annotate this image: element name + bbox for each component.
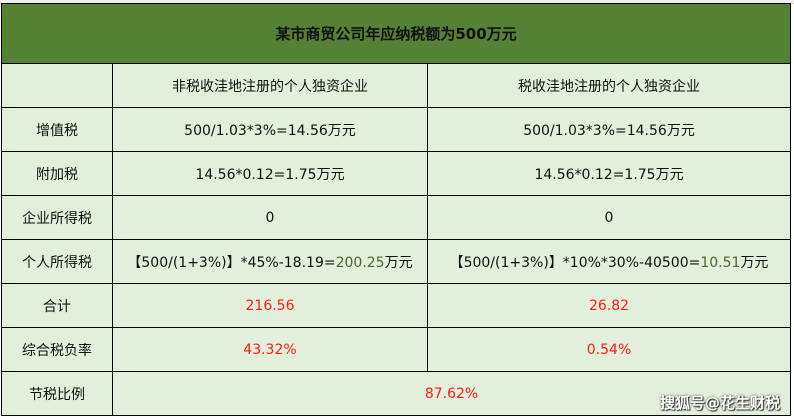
cell: 14.56*0.12=1.75万元 [426,151,792,196]
formula: 【500/(1+3%)】*45%-18.19= [127,254,336,271]
cell: 43.32% [112,327,428,372]
cell: 0.54% [426,327,792,372]
table-row: 个人所得税 【500/(1+3%)】*45%-18.19=200.25万元 【5… [1,239,792,284]
row-label: 个人所得税 [1,239,113,284]
cell: 500/1.03*3%=14.56万元 [112,107,428,152]
header-blank [1,63,113,108]
row-label: 合计 [1,283,113,328]
cell: 26.82 [426,283,792,328]
cell: 500/1.03*3%=14.56万元 [426,107,792,152]
unit: 万元 [740,254,769,271]
cell: 87.62% [111,371,792,416]
header-row: 非税收洼地注册的个人独资企业 税收洼地注册的个人独资企业 [1,63,792,108]
cell: 14.56*0.12=1.75万元 [112,151,428,196]
result-value: 10.51 [700,254,741,271]
table-row: 企业所得税 0 0 [1,195,792,240]
watermark: 搜狐号@花生财税 [659,394,780,412]
row-label: 增值税 [1,107,113,152]
table-row: 综合税负率 43.32% 0.54% [1,327,792,372]
result-value: 200.25 [335,254,385,271]
cell: 0 [112,195,428,240]
title-row: 某市商贸公司年应纳税额为500万元 [0,3,792,64]
row-label: 企业所得税 [1,195,113,240]
cell: 【500/(1+3%)】*10%*30%-40500=10.51万元 [426,239,792,284]
header-haven: 税收洼地注册的个人独资企业 [426,63,792,108]
cell: 【500/(1+3%)】*45%-18.19=200.25万元 [112,239,428,284]
row-label: 节税比例 [1,371,113,416]
formula: 【500/(1+3%)】*10%*30%-40500= [449,254,701,271]
table-row: 合计 216.56 26.82 [1,283,792,328]
table-title: 某市商贸公司年应纳税额为500万元 [0,3,792,64]
table-row: 附加税 14.56*0.12=1.75万元 14.56*0.12=1.75万元 [1,151,792,196]
table-row: 增值税 500/1.03*3%=14.56万元 500/1.03*3%=14.56万… [1,107,792,152]
cell: 216.56 [112,283,428,328]
cell: 0 [426,195,792,240]
unit: 万元 [384,254,413,271]
row-label: 附加税 [1,151,113,196]
row-label: 综合税负率 [1,327,113,372]
header-non-haven: 非税收洼地注册的个人独资企业 [112,63,428,108]
table-row: 节税比例 87.62% [1,371,792,416]
tax-comparison-table: 某市商贸公司年应纳税额为500万元 非税收洼地注册的个人独资企业 税收洼地注册的… [0,3,792,416]
